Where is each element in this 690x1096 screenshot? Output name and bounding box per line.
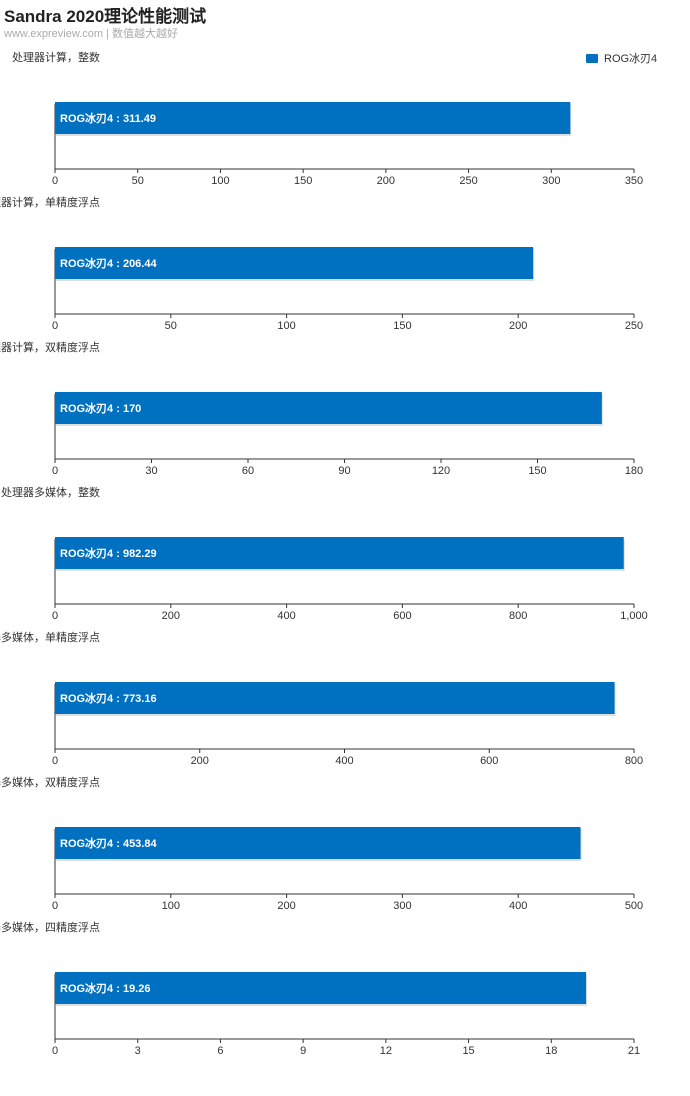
legend[interactable]: ROG冰刃4 [586, 50, 657, 66]
x-tick-label: 21 [628, 1045, 640, 1057]
x-tick-label: 15 [462, 1045, 474, 1057]
x-tick-label: 6 [217, 1045, 223, 1057]
x-tick-label: 200 [191, 755, 209, 767]
bar [55, 537, 624, 569]
x-tick-label: 400 [335, 755, 353, 767]
x-tick-label: 0 [52, 320, 58, 332]
x-tick-label: 150 [393, 320, 411, 332]
bar-value-label: ROG冰刃4 : 773.16 [60, 691, 157, 705]
panel-title: 处理器多媒体，单精度浮点 [0, 630, 100, 644]
panel-title: 处理器多媒体，四精度浮点 [0, 920, 100, 934]
x-tick-label: 300 [542, 175, 560, 187]
bar [55, 392, 602, 424]
legend-label: ROG冰刃4 [604, 53, 658, 65]
bar-value-label: ROG冰刃4 : 982.29 [60, 546, 157, 560]
x-tick-label: 0 [52, 465, 58, 477]
x-tick-label: 800 [509, 610, 527, 622]
x-tick-label: 90 [338, 465, 350, 477]
bar-value-label: ROG冰刃4 : 19.26 [60, 981, 150, 995]
x-tick-label: 120 [432, 465, 450, 477]
x-tick-label: 500 [625, 900, 643, 912]
x-tick-label: 150 [294, 175, 312, 187]
x-tick-label: 400 [277, 610, 295, 622]
x-tick-label: 0 [52, 755, 58, 767]
x-tick-label: 1,000 [620, 610, 648, 622]
x-tick-label: 800 [625, 755, 643, 767]
bar [55, 247, 534, 279]
chart-subtitle: www.expreview.com | 数值越大越好 [4, 28, 179, 40]
x-tick-label: 0 [52, 1045, 58, 1057]
bar-value-label: ROG冰刃4 : 453.84 [60, 836, 157, 850]
x-tick-label: 250 [459, 175, 477, 187]
bar-value-label: ROG冰刃4 : 170 [60, 401, 141, 415]
chart-title: Sandra 2020理论性能测试 [4, 7, 207, 26]
x-tick-label: 0 [52, 610, 58, 622]
x-tick-label: 30 [145, 465, 157, 477]
x-tick-label: 60 [242, 465, 254, 477]
x-tick-label: 200 [277, 900, 295, 912]
x-tick-label: 50 [165, 320, 177, 332]
x-tick-label: 600 [393, 610, 411, 622]
x-tick-label: 400 [509, 900, 527, 912]
x-tick-label: 200 [377, 175, 395, 187]
bar-value-label: ROG冰刃4 : 206.44 [60, 256, 157, 270]
bar [55, 972, 587, 1004]
panel-title: 处理器计算，单精度浮点 [0, 195, 100, 209]
x-tick-label: 100 [162, 900, 180, 912]
bar [55, 682, 615, 714]
x-tick-label: 350 [625, 175, 643, 187]
x-tick-label: 100 [211, 175, 229, 187]
x-tick-label: 18 [545, 1045, 557, 1057]
legend-swatch [586, 53, 598, 63]
x-tick-label: 250 [625, 320, 643, 332]
x-tick-label: 9 [300, 1045, 306, 1057]
panel-title: 处理器计算，双精度浮点 [0, 340, 100, 354]
panel-title: 处理器多媒体，双精度浮点 [0, 775, 100, 789]
bar-value-label: ROG冰刃4 : 311.49 [60, 111, 156, 125]
x-tick-label: 3 [135, 1045, 141, 1057]
x-tick-label: 50 [132, 175, 144, 187]
x-tick-label: 200 [509, 320, 527, 332]
x-tick-label: 150 [528, 465, 546, 477]
x-tick-label: 0 [52, 900, 58, 912]
x-tick-label: 12 [380, 1045, 392, 1057]
x-tick-label: 0 [52, 175, 58, 187]
bar [55, 102, 571, 134]
x-tick-label: 200 [162, 610, 180, 622]
x-tick-label: 180 [625, 465, 643, 477]
panel-title: 处理器计算，整数 [12, 50, 100, 64]
x-tick-label: 600 [480, 755, 498, 767]
panel-title: 处理器多媒体，整数 [1, 485, 100, 499]
x-tick-label: 300 [393, 900, 411, 912]
x-tick-label: 100 [277, 320, 295, 332]
bar [55, 827, 581, 859]
